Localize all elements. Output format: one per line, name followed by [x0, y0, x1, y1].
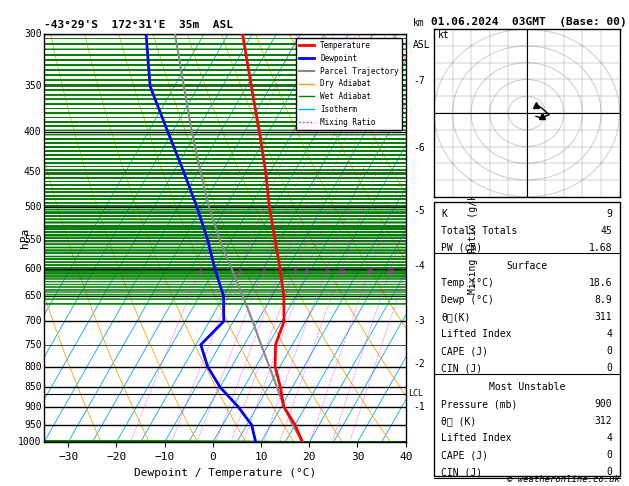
- Text: θᴄ (K): θᴄ (K): [442, 416, 477, 426]
- Text: 1: 1: [198, 269, 203, 275]
- Text: 300: 300: [24, 29, 42, 39]
- Text: 900: 900: [594, 399, 612, 409]
- X-axis label: Dewpoint / Temperature (°C): Dewpoint / Temperature (°C): [134, 468, 316, 478]
- Text: 0: 0: [606, 468, 612, 477]
- Legend: Temperature, Dewpoint, Parcel Trajectory, Dry Adiabat, Wet Adiabat, Isotherm, Mi: Temperature, Dewpoint, Parcel Trajectory…: [296, 38, 402, 130]
- Text: kt: kt: [438, 30, 450, 39]
- Text: -3: -3: [413, 316, 425, 326]
- Text: 600: 600: [24, 264, 42, 274]
- Text: km: km: [413, 18, 425, 28]
- Text: PW (cm): PW (cm): [442, 243, 482, 253]
- Text: 500: 500: [24, 202, 42, 212]
- Text: Lifted Index: Lifted Index: [442, 434, 512, 443]
- Text: 20: 20: [386, 269, 395, 275]
- Text: 01.06.2024  03GMT  (Base: 00): 01.06.2024 03GMT (Base: 00): [431, 17, 626, 27]
- Text: θᴄ(K): θᴄ(K): [442, 312, 471, 322]
- Text: CIN (J): CIN (J): [442, 468, 482, 477]
- Text: CAPE (J): CAPE (J): [442, 347, 489, 356]
- Text: Lifted Index: Lifted Index: [442, 330, 512, 339]
- Text: 8: 8: [324, 269, 328, 275]
- Text: -43°29'S  172°31'E  35m  ASL: -43°29'S 172°31'E 35m ASL: [44, 20, 233, 31]
- Text: -7: -7: [413, 76, 425, 87]
- Text: 0: 0: [606, 364, 612, 373]
- Text: 4: 4: [279, 269, 283, 275]
- Text: 400: 400: [24, 126, 42, 137]
- Text: LCL: LCL: [408, 389, 423, 399]
- Text: 550: 550: [24, 235, 42, 244]
- Text: 0: 0: [606, 347, 612, 356]
- Text: 4: 4: [606, 434, 612, 443]
- Text: 45: 45: [601, 226, 612, 236]
- Text: 2: 2: [237, 269, 242, 275]
- Text: Most Unstable: Most Unstable: [489, 382, 565, 392]
- Text: -4: -4: [413, 261, 425, 271]
- Text: 9: 9: [606, 208, 612, 219]
- Text: 750: 750: [24, 340, 42, 350]
- Text: -2: -2: [413, 360, 425, 369]
- Text: K: K: [442, 208, 447, 219]
- Text: 3: 3: [261, 269, 265, 275]
- Text: 312: 312: [594, 416, 612, 426]
- Text: 18.6: 18.6: [589, 278, 612, 288]
- Text: CIN (J): CIN (J): [442, 364, 482, 373]
- Text: 850: 850: [24, 382, 42, 392]
- Text: 900: 900: [24, 401, 42, 412]
- Text: 6: 6: [305, 269, 309, 275]
- Text: Totals Totals: Totals Totals: [442, 226, 518, 236]
- Text: 800: 800: [24, 362, 42, 372]
- Text: -6: -6: [413, 143, 425, 153]
- Text: 700: 700: [24, 316, 42, 326]
- Text: 650: 650: [24, 291, 42, 301]
- Text: -1: -1: [413, 401, 425, 412]
- Text: Surface: Surface: [506, 261, 547, 271]
- Text: 350: 350: [24, 81, 42, 91]
- Text: 0: 0: [606, 451, 612, 460]
- Text: 15: 15: [365, 269, 374, 275]
- Text: 5: 5: [293, 269, 298, 275]
- Text: hPa: hPa: [19, 228, 30, 248]
- Text: 950: 950: [24, 420, 42, 430]
- Text: 450: 450: [24, 167, 42, 176]
- Text: Temp (°C): Temp (°C): [442, 278, 494, 288]
- Text: 1000: 1000: [18, 437, 42, 447]
- Text: Pressure (mb): Pressure (mb): [442, 399, 518, 409]
- Text: 1.68: 1.68: [589, 243, 612, 253]
- Text: Dewp (°C): Dewp (°C): [442, 295, 494, 305]
- Text: © weatheronline.co.uk: © weatheronline.co.uk: [507, 474, 620, 484]
- Text: Mixing Ratio (g/kg): Mixing Ratio (g/kg): [468, 182, 478, 294]
- Text: 10: 10: [337, 269, 345, 275]
- Text: -5: -5: [413, 206, 425, 216]
- Text: 311: 311: [594, 312, 612, 322]
- Text: 4: 4: [606, 330, 612, 339]
- Text: ASL: ASL: [413, 40, 431, 50]
- Text: CAPE (J): CAPE (J): [442, 451, 489, 460]
- Text: 8.9: 8.9: [594, 295, 612, 305]
